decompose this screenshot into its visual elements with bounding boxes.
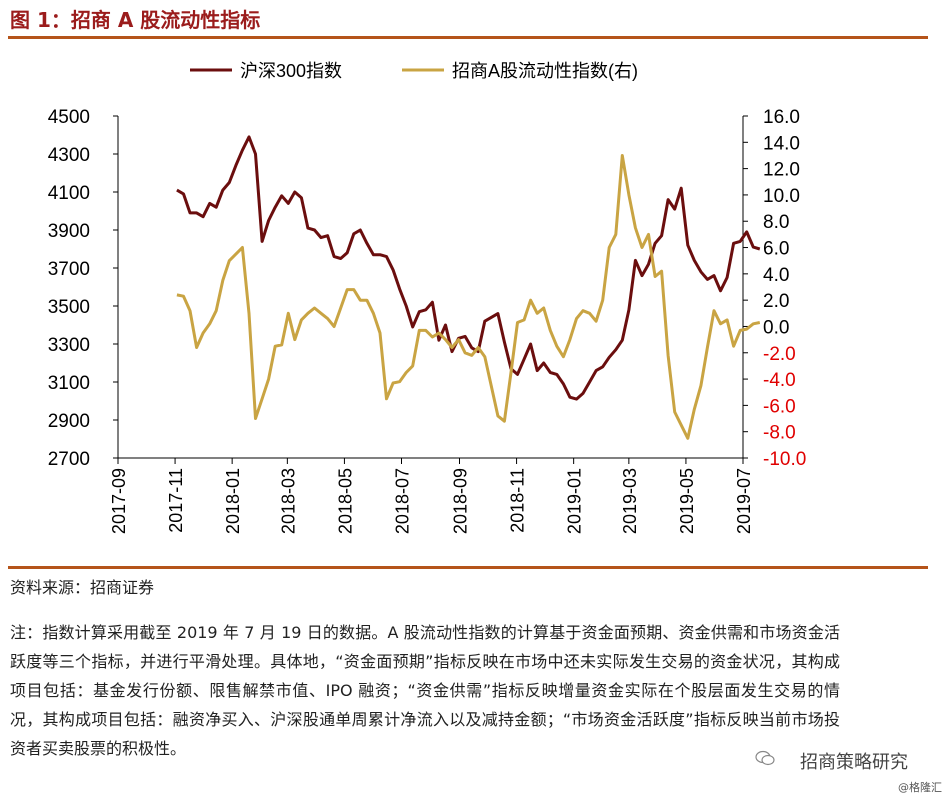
right-tick-label: -4.0 — [763, 370, 796, 391]
x-tick-label: 2018-09 — [451, 468, 471, 534]
liquidity-series-line — [176, 154, 761, 440]
left-tick-label: 3900 — [48, 221, 90, 242]
title-rule — [8, 36, 928, 39]
wechat-icon — [755, 750, 775, 766]
x-tick-label: 2019-03 — [620, 468, 640, 534]
right-tick-label: -8.0 — [763, 423, 796, 444]
left-tick-label: 2700 — [48, 449, 90, 470]
legend-hs300-label: 沪深300指数 — [240, 61, 342, 81]
left-tick-label: 4100 — [48, 183, 90, 204]
right-tick-label: 6.0 — [763, 239, 789, 260]
watermark-site: @格隆汇 — [898, 781, 942, 794]
right-tick-label: 12.0 — [763, 160, 800, 181]
left-tick-label: 3100 — [48, 373, 90, 394]
left-tick-label: 4500 — [48, 107, 90, 128]
left-tick-label: 3700 — [48, 259, 90, 280]
right-tick-label: 8.0 — [763, 212, 789, 233]
x-tick-label: 2018-03 — [278, 468, 298, 534]
x-tick-label: 2019-07 — [734, 468, 754, 534]
hs300-series-line — [176, 135, 761, 401]
right-tick-label: -2.0 — [763, 344, 796, 365]
x-tick-label: 2018-07 — [392, 468, 412, 534]
left-tick-label: 3300 — [48, 335, 90, 356]
right-tick-label: 2.0 — [763, 291, 789, 312]
right-tick-label: -6.0 — [763, 396, 796, 417]
figure-title: 图 1：招商 A 股流动性指标 — [10, 8, 261, 32]
left-tick-label: 4300 — [48, 145, 90, 166]
x-tick-label: 2017-09 — [109, 468, 129, 534]
source-rule — [8, 566, 928, 569]
legend-liquidity-label: 招商A股流动性指数(右) — [452, 61, 638, 81]
left-tick-label: 2900 — [48, 411, 90, 432]
x-tick-label: 2017-11 — [166, 468, 186, 533]
right-tick-label: 0.0 — [763, 317, 789, 338]
right-tick-label: -10.0 — [763, 449, 806, 470]
liquidity-chart: 4500 4300 4100 3900 3700 3500 3300 3100 2900 2700… — [48, 61, 807, 534]
x-tick-label: 2019-05 — [677, 468, 697, 534]
x-tick-label: 2018-11 — [508, 468, 528, 533]
x-tick-label: 2018-05 — [335, 468, 355, 534]
footnote-text: 注：指数计算采用截至 2019 年 7 月 19 日的数据。A 股流动性指数的计… — [10, 623, 840, 758]
x-tick-label: 2019-01 — [565, 468, 585, 534]
x-tick-label: 2018-01 — [223, 468, 243, 534]
right-tick-label: 4.0 — [763, 265, 789, 286]
source-text: 资料来源：招商证券 — [10, 578, 155, 597]
right-tick-label: 16.0 — [763, 107, 800, 128]
right-tick-label: 14.0 — [763, 133, 800, 154]
left-tick-label: 3500 — [48, 297, 90, 318]
right-tick-label: 10.0 — [763, 186, 800, 207]
watermark-text: 招商策略研究 — [800, 752, 908, 773]
